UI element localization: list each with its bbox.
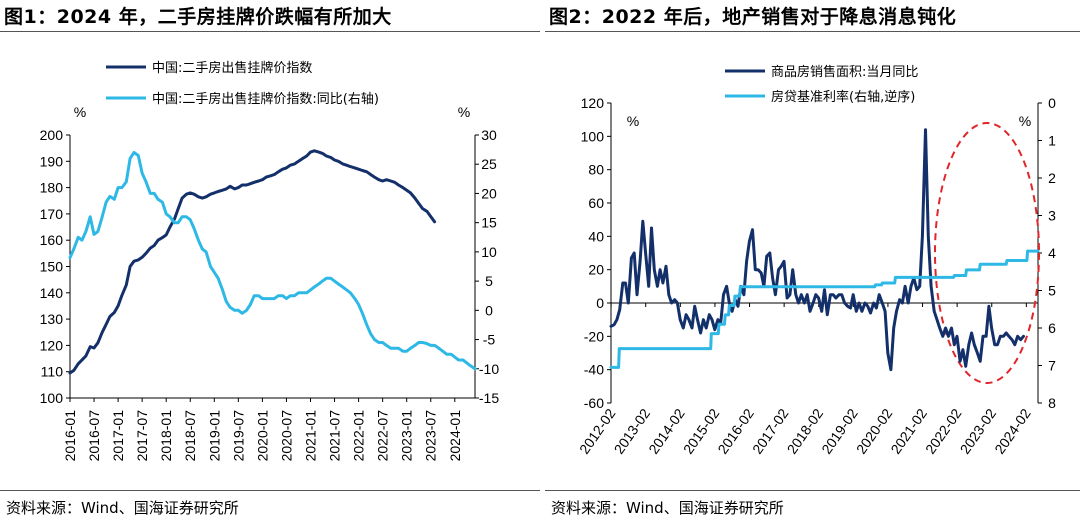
right-left-unit: % — [627, 113, 639, 129]
right-legend-label-1: 商品房销售面积:当月同比 — [771, 64, 918, 80]
right-right-unit: % — [1019, 113, 1031, 129]
left-right-tick-label: 30 — [481, 127, 497, 143]
right-footer-rule — [545, 490, 1080, 491]
right-highlight-ellipse — [934, 122, 1040, 384]
right-right-tick-label: 1 — [1048, 133, 1056, 149]
right-left-tick-label: 20 — [588, 262, 604, 278]
left-source-note: 资料来源：Wind、国海证券研究所 — [6, 499, 239, 517]
right-left-tick-label: 80 — [588, 162, 604, 178]
left-right-tick-label: 20 — [481, 185, 497, 201]
left-x-tick-label: 2016-07 — [86, 410, 102, 462]
left-right-unit: % — [458, 104, 470, 120]
left-left-tick-label: 120 — [40, 337, 64, 353]
left-x-tick-label: 2019-07 — [230, 410, 246, 462]
left-right-tick-label: -15 — [479, 390, 499, 406]
left-x-tick-label: 2017-07 — [134, 410, 150, 462]
left-x-tick-label: 2017-01 — [110, 410, 126, 462]
right-series-2-line — [609, 249, 1040, 369]
left-x-tick-label: 2022-07 — [375, 410, 391, 462]
left-right-tick-label: 5 — [485, 273, 493, 289]
right-left-tick-label: 0 — [596, 295, 604, 311]
left-right-tick-label: 25 — [481, 156, 497, 172]
right-right-tick-label: 5 — [1048, 283, 1056, 299]
right-left-tick-label: 100 — [581, 128, 605, 144]
left-left-tick-label: 200 — [40, 127, 64, 143]
right-left-tick-label: -40 — [584, 362, 604, 378]
left-chart-panel: 图1：2024 年，二手房挂牌价跌幅有所加大 100 110 120 130 140 15… — [0, 6, 540, 517]
right-right-tick-label: 4 — [1048, 245, 1056, 261]
left-right-tick-label: -5 — [483, 332, 496, 348]
left-x-tick-label: 2024-01 — [447, 410, 463, 462]
right-chart-title: 图2：2022 年后，地产销售对于降息消息钝化 — [549, 6, 957, 28]
right-title-rule — [545, 31, 1080, 32]
right-left-tick-label: 60 — [588, 195, 604, 211]
left-left-unit: % — [74, 104, 86, 120]
left-x-tick-label: 2020-01 — [254, 410, 270, 462]
left-chart-title: 图1：2024 年，二手房挂牌价跌幅有所加大 — [4, 6, 392, 28]
right-right-tick-label: 8 — [1048, 395, 1056, 411]
right-right-tick-label: 6 — [1048, 320, 1056, 336]
left-legend-label-2: 中国:二手房出售挂牌价指数:同比(右轴) — [152, 91, 379, 107]
left-left-tick-label: 160 — [40, 232, 64, 248]
left-legend-label-1: 中国:二手房出售挂牌价指数 — [152, 60, 312, 76]
left-x-tick-label: 2020-07 — [278, 410, 294, 462]
right-right-tick-label: 7 — [1048, 358, 1056, 374]
left-x-tick-label: 2019-01 — [206, 410, 222, 462]
right-left-tick-label: 120 — [581, 95, 605, 111]
right-legend-label-2: 房贷基准利率(右轴,逆序) — [771, 89, 915, 105]
left-chart: 100110120130140150160170180190200-15-10-… — [40, 60, 500, 462]
right-right-tick-label: 3 — [1048, 208, 1056, 224]
left-right-tick-label: 0 — [485, 302, 493, 318]
left-x-tick-label: 2018-01 — [158, 410, 174, 462]
left-left-tick-label: 100 — [40, 390, 64, 406]
right-x-tick-label: 2024-02 — [991, 405, 1034, 456]
left-footer-rule — [0, 490, 540, 491]
left-left-tick-label: 110 — [41, 364, 64, 380]
left-x-tick-label: 2023-07 — [423, 410, 439, 462]
left-x-tick-label: 2018-07 — [182, 410, 198, 462]
right-series-1-line — [609, 128, 1025, 372]
left-left-tick-label: 140 — [40, 285, 64, 301]
left-left-tick-label: 190 — [40, 153, 64, 169]
right-left-tick-label: 40 — [588, 228, 604, 244]
left-series-2-line — [68, 151, 477, 371]
right-left-tick-label: -60 — [584, 395, 604, 411]
left-left-tick-label: 150 — [40, 259, 64, 275]
left-right-tick-label: 10 — [481, 244, 497, 260]
right-right-tick-label: 0 — [1048, 95, 1056, 111]
left-x-tick-label: 2021-01 — [302, 410, 318, 462]
left-x-tick-label: 2023-01 — [399, 410, 415, 462]
left-right-tick-label: -10 — [479, 361, 499, 377]
left-title-rule — [0, 31, 540, 32]
left-x-tick-label: 2016-01 — [62, 410, 78, 462]
right-left-tick-label: -20 — [584, 328, 604, 344]
left-series-1-line — [68, 149, 437, 375]
right-right-tick-label: 2 — [1048, 170, 1056, 186]
left-right-tick-label: 15 — [481, 215, 497, 231]
left-x-tick-label: 2021-07 — [327, 410, 343, 462]
left-x-tick-label: 2022-01 — [351, 410, 367, 462]
right-chart-panel: 图2：2022 年后，地产销售对于降息消息钝化 -60 -40 -20 0 20 40 60… — [545, 0, 1080, 521]
left-left-tick-label: 170 — [40, 206, 64, 222]
left-left-tick-label: 130 — [40, 311, 64, 327]
right-source-note: 资料来源：Wind、国海证券研究所 — [551, 499, 784, 517]
left-left-tick-label: 180 — [40, 180, 64, 196]
